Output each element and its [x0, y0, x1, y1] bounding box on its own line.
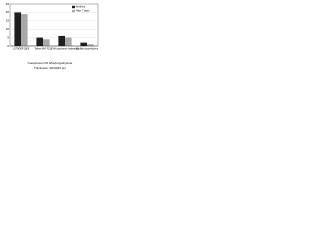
bar	[14, 12, 21, 46]
bar	[87, 44, 94, 46]
bar	[43, 39, 50, 46]
legend-label: Ambient	[76, 6, 85, 9]
note: Coextrusion PA 6/tie/polyethylene	[28, 61, 73, 65]
legend-swatch	[72, 9, 75, 13]
x-tick-label: Modified polyethylene	[76, 48, 99, 51]
x-tick-label: Tafmer MH 7010	[35, 48, 53, 51]
page: {"chart_data": {"type": "bar", "categori…	[0, 0, 100, 80]
bar	[36, 37, 43, 46]
legend-label: After 7 days	[76, 10, 90, 13]
legend-swatch	[72, 5, 75, 9]
bar	[80, 42, 87, 46]
x-tick-label: EVA copolymer (maleated)	[51, 48, 78, 51]
y-tick-label: 5	[7, 35, 9, 39]
x-tick-label: LOTADER 2800	[13, 48, 30, 51]
y-tick-label: 25	[6, 2, 10, 6]
y-tick-label: 10	[6, 27, 10, 31]
y-tick-label: 15	[6, 19, 10, 23]
chart: Coextrusion PA 6/tie/polyethylene Thickn…	[6, 2, 99, 70]
y-tick-label: 20	[6, 10, 10, 14]
note: Thickness: 30/10/60 µm	[34, 66, 66, 70]
bar	[58, 35, 65, 46]
bar	[21, 14, 28, 46]
bar	[65, 37, 72, 46]
y-tick-label: 0	[7, 44, 9, 48]
